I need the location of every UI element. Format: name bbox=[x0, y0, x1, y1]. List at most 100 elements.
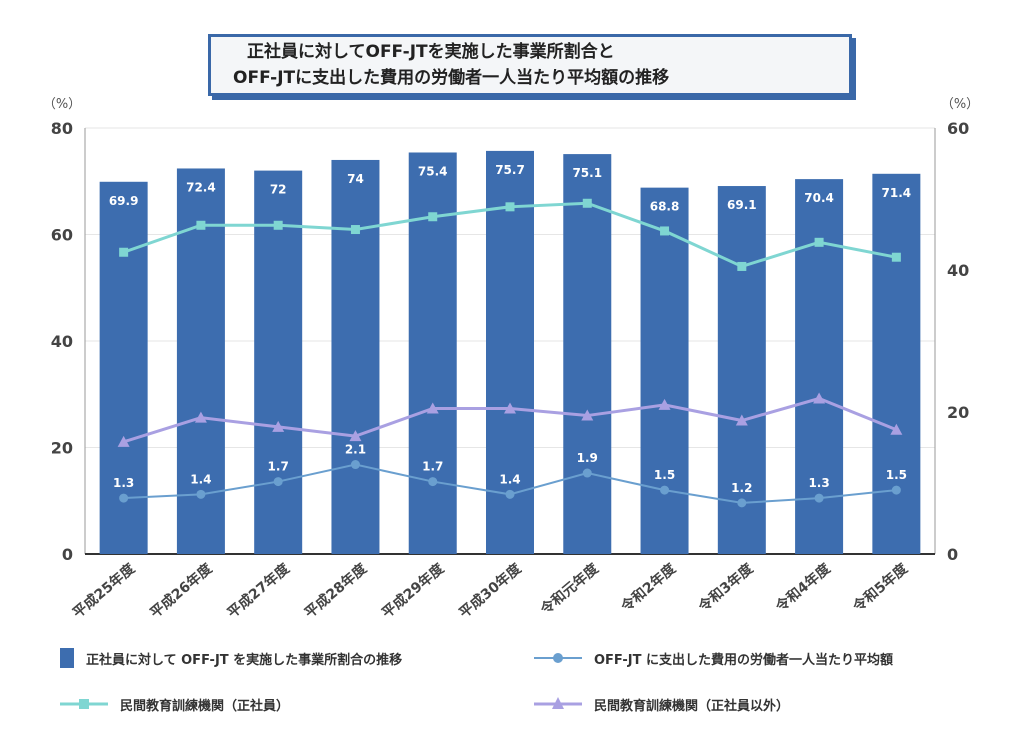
series-point bbox=[890, 423, 903, 435]
series-point bbox=[196, 220, 206, 230]
series-point bbox=[426, 402, 439, 414]
series-point bbox=[273, 477, 283, 487]
legend-other: 民間教育訓練機関（正社員以外） bbox=[534, 694, 789, 714]
legend-bar-swatch bbox=[60, 648, 74, 668]
bar-value-label: 75.7 bbox=[495, 163, 525, 177]
bar bbox=[563, 154, 612, 554]
right-axis-unit: （%） bbox=[941, 97, 979, 112]
x-tick-label: 平成25年度 bbox=[69, 559, 139, 621]
legend-bar: 正社員に対して OFF-JT を実施した事業所割合の推移 bbox=[60, 648, 402, 668]
legend-offjt: OFF-JT に支出した費用の労働者一人当たり平均額 bbox=[534, 648, 893, 668]
series-point bbox=[813, 392, 826, 404]
point-value-label: 1.7 bbox=[268, 460, 289, 474]
legend-bar-label: 正社員に対して OFF-JT を実施した事業所割合の推移 bbox=[86, 652, 403, 668]
series-point bbox=[194, 411, 207, 423]
series-point bbox=[349, 430, 362, 442]
chart-title-line1: 正社員に対してOFF-JTを実施した事業所割合と bbox=[247, 42, 615, 62]
series-point bbox=[658, 398, 671, 410]
bar-value-label: 72.4 bbox=[186, 180, 216, 194]
combo-chart: （%） （%） 0 20 40 60 80 0 20 40 60 69.9 72.4 72 74 75.… bbox=[43, 97, 979, 622]
series-point bbox=[582, 198, 592, 208]
left-tick-label: 40 bbox=[51, 332, 73, 351]
bar-value-label: 75.1 bbox=[572, 166, 602, 180]
bar-value-label: 75.4 bbox=[418, 164, 448, 178]
series-point bbox=[660, 226, 670, 236]
bar bbox=[640, 187, 689, 554]
x-tick-label: 令和4年度 bbox=[772, 559, 835, 616]
right-tick-label: 40 bbox=[947, 261, 969, 280]
series-point bbox=[504, 402, 516, 414]
bar bbox=[99, 181, 148, 554]
series-point bbox=[505, 202, 515, 212]
x-tick-label: 令和2年度 bbox=[617, 559, 680, 616]
series-point bbox=[891, 485, 901, 495]
bar-value-label: 72 bbox=[270, 183, 287, 197]
point-value-label: 1.9 bbox=[577, 451, 598, 465]
bar bbox=[176, 168, 225, 554]
right-tick-label: 0 bbox=[947, 545, 958, 564]
legend-offjt-label: OFF-JT に支出した費用の労働者一人当たり平均額 bbox=[594, 652, 894, 668]
left-axis-unit: （%） bbox=[43, 97, 81, 112]
series-point bbox=[119, 247, 129, 257]
legend-other-label: 民間教育訓練機関（正社員以外） bbox=[594, 698, 790, 714]
x-tick-label: 平成30年度 bbox=[456, 559, 526, 621]
series-point bbox=[428, 477, 438, 487]
series-point bbox=[737, 261, 747, 271]
left-tick-label: 80 bbox=[51, 119, 73, 138]
point-value-label: 1.4 bbox=[499, 472, 520, 486]
series-point bbox=[660, 485, 670, 495]
series-point bbox=[272, 420, 285, 432]
series-point bbox=[737, 498, 747, 508]
point-value-label: 2.1 bbox=[345, 443, 366, 457]
series-point bbox=[273, 220, 283, 230]
bar bbox=[717, 186, 766, 555]
bar-value-label: 68.8 bbox=[650, 200, 680, 214]
bar bbox=[872, 173, 921, 555]
legend-offjt-swatch bbox=[534, 653, 582, 663]
x-tick-label: 令和3年度 bbox=[694, 559, 757, 616]
series-point bbox=[350, 225, 360, 235]
left-tick-label: 60 bbox=[51, 226, 73, 245]
point-value-label: 1.5 bbox=[654, 468, 675, 482]
point-value-label: 1.5 bbox=[886, 468, 907, 482]
chart-title-line2: OFF-JTに支出した費用の労働者一人当たり平均額の推移 bbox=[233, 68, 670, 88]
series-point bbox=[119, 493, 129, 503]
series-point bbox=[350, 460, 360, 470]
x-tick-label: 平成29年度 bbox=[379, 559, 449, 621]
bar-value-label: 70.4 bbox=[804, 191, 834, 205]
legend-seishain-label: 民間教育訓練機関（正社員） bbox=[120, 698, 290, 714]
bar-value-label: 69.9 bbox=[109, 194, 139, 208]
legend-other-swatch bbox=[534, 697, 582, 709]
point-value-label: 1.7 bbox=[422, 460, 443, 474]
bar-value-label: 69.1 bbox=[727, 198, 757, 212]
bar bbox=[254, 170, 303, 554]
point-value-label: 1.4 bbox=[190, 472, 211, 486]
bar bbox=[486, 150, 534, 554]
left-tick-label: 20 bbox=[51, 439, 73, 458]
x-tick-label: 令和元年度 bbox=[537, 559, 603, 618]
x-tick-label: 令和5年度 bbox=[849, 559, 912, 616]
series-point bbox=[196, 489, 206, 499]
series-point bbox=[814, 493, 824, 503]
series-point bbox=[582, 468, 592, 478]
chart-title: 正社員に対してOFF-JTを実施した事業所割合と OFF-JTに支出した費用の労… bbox=[208, 34, 852, 96]
series-point bbox=[735, 414, 748, 426]
legend-seishain: 民間教育訓練機関（正社員） bbox=[60, 694, 289, 714]
x-tick-label: 平成27年度 bbox=[224, 559, 294, 621]
bar bbox=[331, 159, 380, 554]
bar-value-label: 71.4 bbox=[882, 186, 912, 200]
right-tick-label: 60 bbox=[947, 119, 969, 138]
point-value-label: 1.3 bbox=[808, 476, 829, 490]
series-point bbox=[117, 435, 130, 447]
series-point bbox=[505, 489, 515, 499]
right-tick-label: 20 bbox=[947, 403, 969, 422]
series-point bbox=[428, 212, 438, 222]
series-point bbox=[581, 409, 594, 421]
left-tick-label: 0 bbox=[62, 545, 73, 564]
series-point bbox=[814, 237, 824, 247]
x-tick-label: 平成28年度 bbox=[301, 559, 371, 621]
series-point bbox=[891, 252, 901, 262]
point-value-label: 1.3 bbox=[113, 476, 134, 490]
point-value-label: 1.2 bbox=[731, 481, 752, 495]
legend-seishain-swatch bbox=[60, 699, 108, 709]
